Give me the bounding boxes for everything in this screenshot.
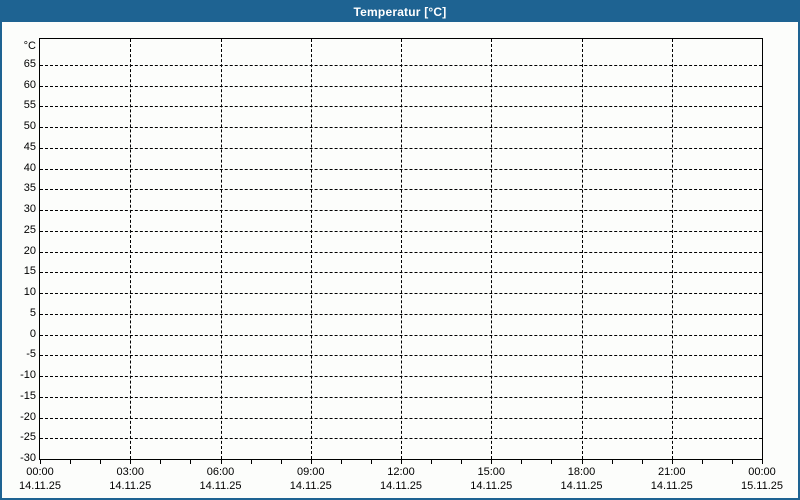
x-minor-tick (40, 460, 41, 464)
x-minor-tick (551, 460, 553, 464)
x-minor-tick (521, 460, 523, 464)
y-tick-label: -15 (20, 389, 36, 402)
x-date-label: 14.11.25 (109, 480, 152, 492)
y-axis-unit-label: °C (23, 40, 36, 52)
x-minor-tick (100, 460, 102, 464)
x-minor-tick (611, 460, 613, 464)
y-tick-label: 0 (29, 327, 36, 340)
x-time-label: 18:00 (567, 466, 596, 478)
x-minor-tick (250, 460, 252, 464)
chart-content: °C 65 60 55 50 45 40 35 30 25 20 15 10 5 0 -5 -10 -15 -20-… (2, 22, 798, 498)
x-minor-tick (220, 460, 222, 464)
x-time-label: 00:00 (26, 466, 54, 478)
x-minor-tick (671, 460, 673, 464)
x-minor-tick (190, 460, 192, 464)
y-tick-label: 55 (23, 99, 36, 112)
title-bar: Temperatur [°C] (2, 2, 798, 22)
x-date-label: 14.11.25 (289, 480, 332, 492)
y-tick-label: 35 (23, 182, 36, 195)
x-date-label: 14.11.25 (379, 480, 422, 492)
x-minor-tick (130, 460, 132, 464)
v-gridline (220, 39, 222, 459)
y-tick-label: 45 (23, 140, 36, 153)
v-gridline (671, 39, 673, 459)
y-tick-label: 30 (23, 203, 36, 216)
y-tick-label: -5 (26, 348, 36, 361)
x-time-label: 00:00 (748, 466, 776, 478)
x-minor-tick (70, 460, 72, 464)
x-minor-tick (280, 460, 282, 464)
x-minor-tick (310, 460, 312, 464)
v-gridline (491, 39, 493, 459)
x-time-label: 03:00 (116, 466, 145, 478)
x-time-label: 09:00 (296, 466, 325, 478)
x-minor-tick (431, 460, 433, 464)
y-tick-label: 65 (23, 57, 36, 70)
y-tick-label: 25 (23, 223, 36, 236)
x-minor-tick (491, 460, 493, 464)
x-minor-tick (340, 460, 342, 464)
x-time-label: 06:00 (206, 466, 235, 478)
x-minor-tick (762, 460, 763, 464)
x-date-label: 15.11.25 (740, 480, 783, 492)
x-date-label: 14.11.25 (650, 480, 693, 492)
x-date-label: 14.11.25 (560, 480, 603, 492)
x-minor-tick (461, 460, 463, 464)
x-time-label: 21:00 (657, 466, 686, 478)
y-tick-label: -20 (20, 410, 36, 423)
x-minor-tick (401, 460, 402, 464)
y-tick-label: -30 (20, 452, 36, 464)
v-gridline (130, 39, 132, 459)
v-gridline (310, 39, 312, 459)
x-time-label: 15:00 (477, 466, 506, 478)
x-minor-tick (581, 460, 583, 464)
y-tick-label: 40 (23, 161, 36, 174)
chart-title: Temperatur [°C] (353, 5, 447, 19)
y-tick-label: 60 (23, 78, 36, 91)
x-minor-tick (370, 460, 372, 464)
x-minor-tick (731, 460, 733, 464)
y-tick-label: 5 (29, 306, 36, 319)
x-minor-tick (160, 460, 162, 464)
v-gridline (581, 39, 583, 459)
y-tick-label: 10 (23, 286, 36, 299)
x-date-label: 14.11.25 (199, 480, 242, 492)
x-date-label: 14.11.25 (470, 480, 513, 492)
y-tick-label: 50 (23, 120, 36, 133)
y-tick-label: 15 (23, 265, 36, 278)
x-time-label: 12:00 (387, 466, 415, 478)
y-tick-label: -25 (20, 431, 36, 444)
y-tick-label: -10 (20, 369, 36, 382)
x-minor-tick (641, 460, 643, 464)
v-gridline (401, 39, 402, 459)
x-date-label: 14.11.25 (18, 480, 61, 492)
plot-area: °C 65 60 55 50 45 40 35 30 25 20 15 10 5 0 -5 -10 -15 -20-… (19, 38, 783, 492)
x-minor-tick (701, 460, 703, 464)
y-tick-label: 20 (23, 244, 36, 257)
